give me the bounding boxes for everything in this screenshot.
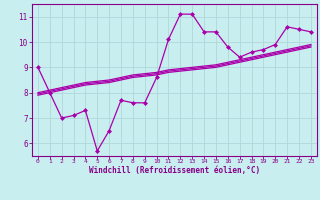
X-axis label: Windchill (Refroidissement éolien,°C): Windchill (Refroidissement éolien,°C): [89, 166, 260, 175]
